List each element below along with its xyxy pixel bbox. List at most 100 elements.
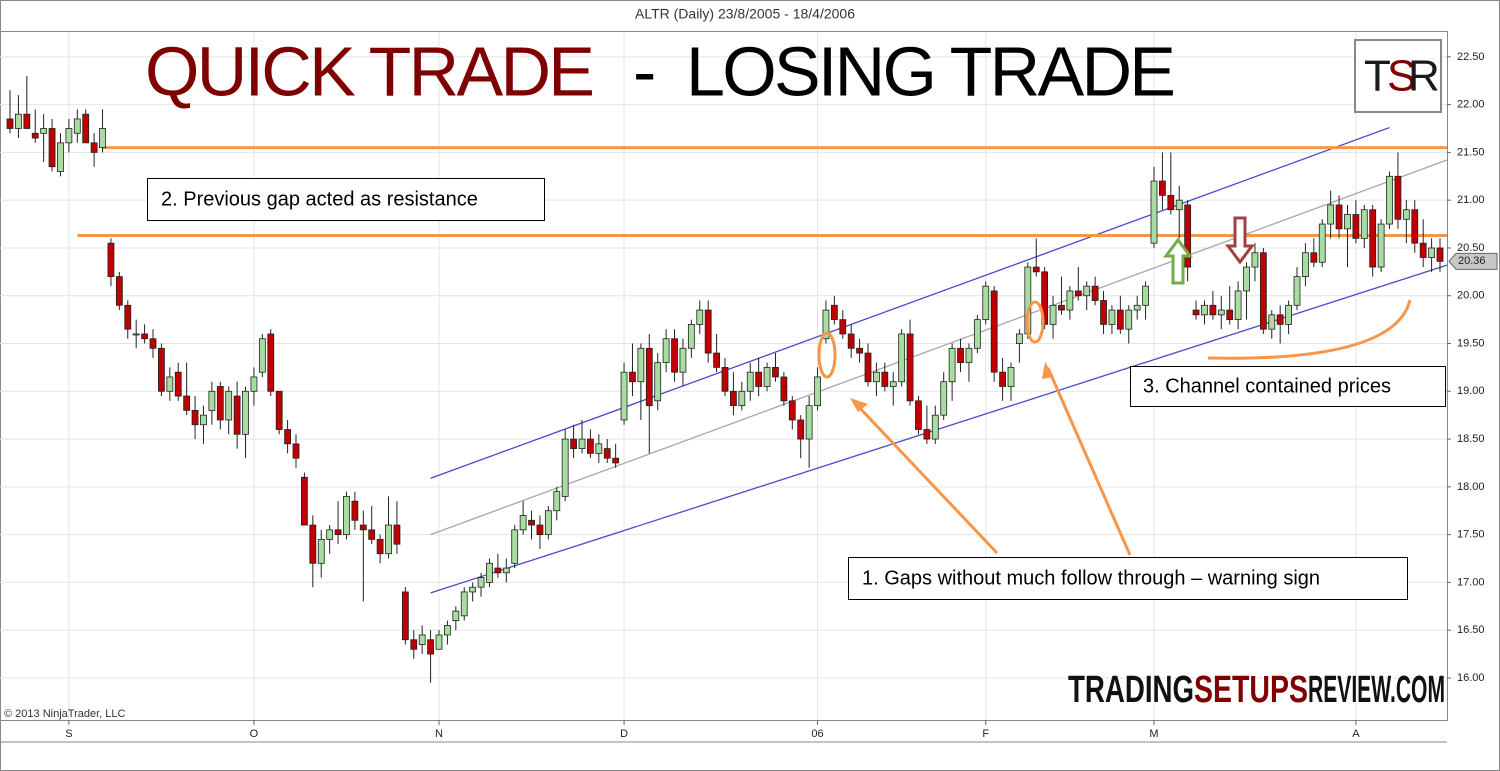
candle-body <box>570 438 577 450</box>
candle-body <box>376 539 384 555</box>
candle-body <box>856 347 863 354</box>
watermark: REVIEW.COM <box>1308 669 1445 711</box>
candle-body <box>90 142 98 153</box>
candle-body <box>730 390 737 407</box>
candle-body <box>216 386 224 421</box>
candle-body <box>662 338 670 364</box>
last-price-label: 20.36 <box>1458 255 1486 267</box>
candle-body <box>444 625 451 636</box>
watermark: TRADING <box>1068 669 1194 711</box>
candle-body <box>149 338 157 349</box>
candle-body <box>1032 266 1040 273</box>
candle-body <box>847 333 855 349</box>
candle-body <box>620 371 628 421</box>
candle-body <box>1318 223 1326 263</box>
candle-body <box>1436 247 1444 262</box>
entry-arrow <box>1163 237 1193 285</box>
gap-ellipse <box>817 331 837 379</box>
channel-line <box>430 126 1390 479</box>
arrow-head <box>1042 362 1054 379</box>
candle-body <box>334 529 342 536</box>
plot-area <box>0 31 1448 721</box>
headline-left: QUICK TRADE <box>145 32 595 110</box>
candle-body <box>469 586 477 593</box>
candle-body <box>200 414 207 426</box>
candle-body <box>301 476 308 526</box>
candle-body <box>536 524 544 536</box>
candle-body <box>107 242 115 278</box>
candle-body <box>99 128 106 149</box>
candle-body <box>1394 175 1402 220</box>
candle-body <box>57 142 64 172</box>
y-tick-label: 18.00 <box>1457 481 1485 493</box>
candle-body <box>1302 252 1309 278</box>
candle-body <box>948 347 956 383</box>
watermark: SETUPS <box>1194 669 1308 711</box>
candle-body <box>746 371 754 392</box>
candle-body <box>612 457 620 464</box>
candle-body <box>65 128 73 144</box>
candle-body <box>561 438 569 497</box>
candle-body <box>990 290 998 373</box>
candle-body <box>418 634 426 645</box>
x-tick-label: 06 <box>811 728 823 740</box>
arrow-line <box>1046 367 1132 556</box>
candle-body <box>124 304 132 330</box>
exit-arrow <box>1225 216 1255 265</box>
candle-body <box>965 347 973 364</box>
candle-body <box>519 515 527 531</box>
x-tick-label: D <box>620 728 628 740</box>
logo-t: T <box>1364 52 1391 101</box>
candle-body <box>15 113 22 129</box>
candle-body <box>115 276 123 306</box>
candle-body <box>772 366 779 378</box>
candle-body <box>822 309 830 340</box>
candle-body <box>1285 304 1292 325</box>
candle-body <box>923 429 931 440</box>
candle-body <box>1066 290 1074 311</box>
candle-body <box>704 309 712 354</box>
candle-body <box>645 347 653 407</box>
candle-body <box>1074 290 1082 297</box>
y-tick-label: 21.50 <box>1457 146 1485 158</box>
candle-body <box>881 371 889 387</box>
candle-body <box>864 352 872 383</box>
candle-body <box>1369 209 1377 268</box>
candle-body <box>1259 252 1267 330</box>
gap-ellipse <box>1025 300 1045 344</box>
arrow-head <box>850 398 868 412</box>
candles <box>6 75 1444 683</box>
candle-body <box>797 419 805 440</box>
candle-body <box>1335 204 1343 230</box>
candle-body <box>1201 304 1208 316</box>
candle-body <box>1150 180 1158 244</box>
candle-body <box>174 371 182 397</box>
y-tick-label: 22.00 <box>1457 99 1485 111</box>
candle-body <box>1142 285 1149 306</box>
candle-body <box>637 347 645 383</box>
logo-box <box>1354 39 1442 113</box>
annotation-shapes <box>817 299 1412 556</box>
candle-body <box>1251 252 1259 268</box>
candle-body <box>343 495 350 536</box>
candle-body <box>141 333 148 340</box>
candle-body <box>351 500 359 521</box>
candle-body <box>158 347 165 392</box>
candle-body <box>957 347 964 364</box>
candle-body <box>1360 209 1368 239</box>
candle-body <box>738 390 746 407</box>
candle-body <box>1268 314 1276 330</box>
copyright: © 2013 NinjaTrader, LLC <box>4 708 125 720</box>
candle-body <box>1310 252 1318 263</box>
candle-body <box>486 562 493 583</box>
candle-body <box>208 390 216 411</box>
candle-body <box>696 309 704 325</box>
candle-body <box>284 429 291 445</box>
candle-body <box>1327 204 1335 225</box>
candle-body <box>1276 314 1284 325</box>
candle-body <box>1234 290 1242 321</box>
candle-body <box>6 118 14 129</box>
candle-body <box>502 567 510 574</box>
candle-body <box>1016 333 1023 344</box>
